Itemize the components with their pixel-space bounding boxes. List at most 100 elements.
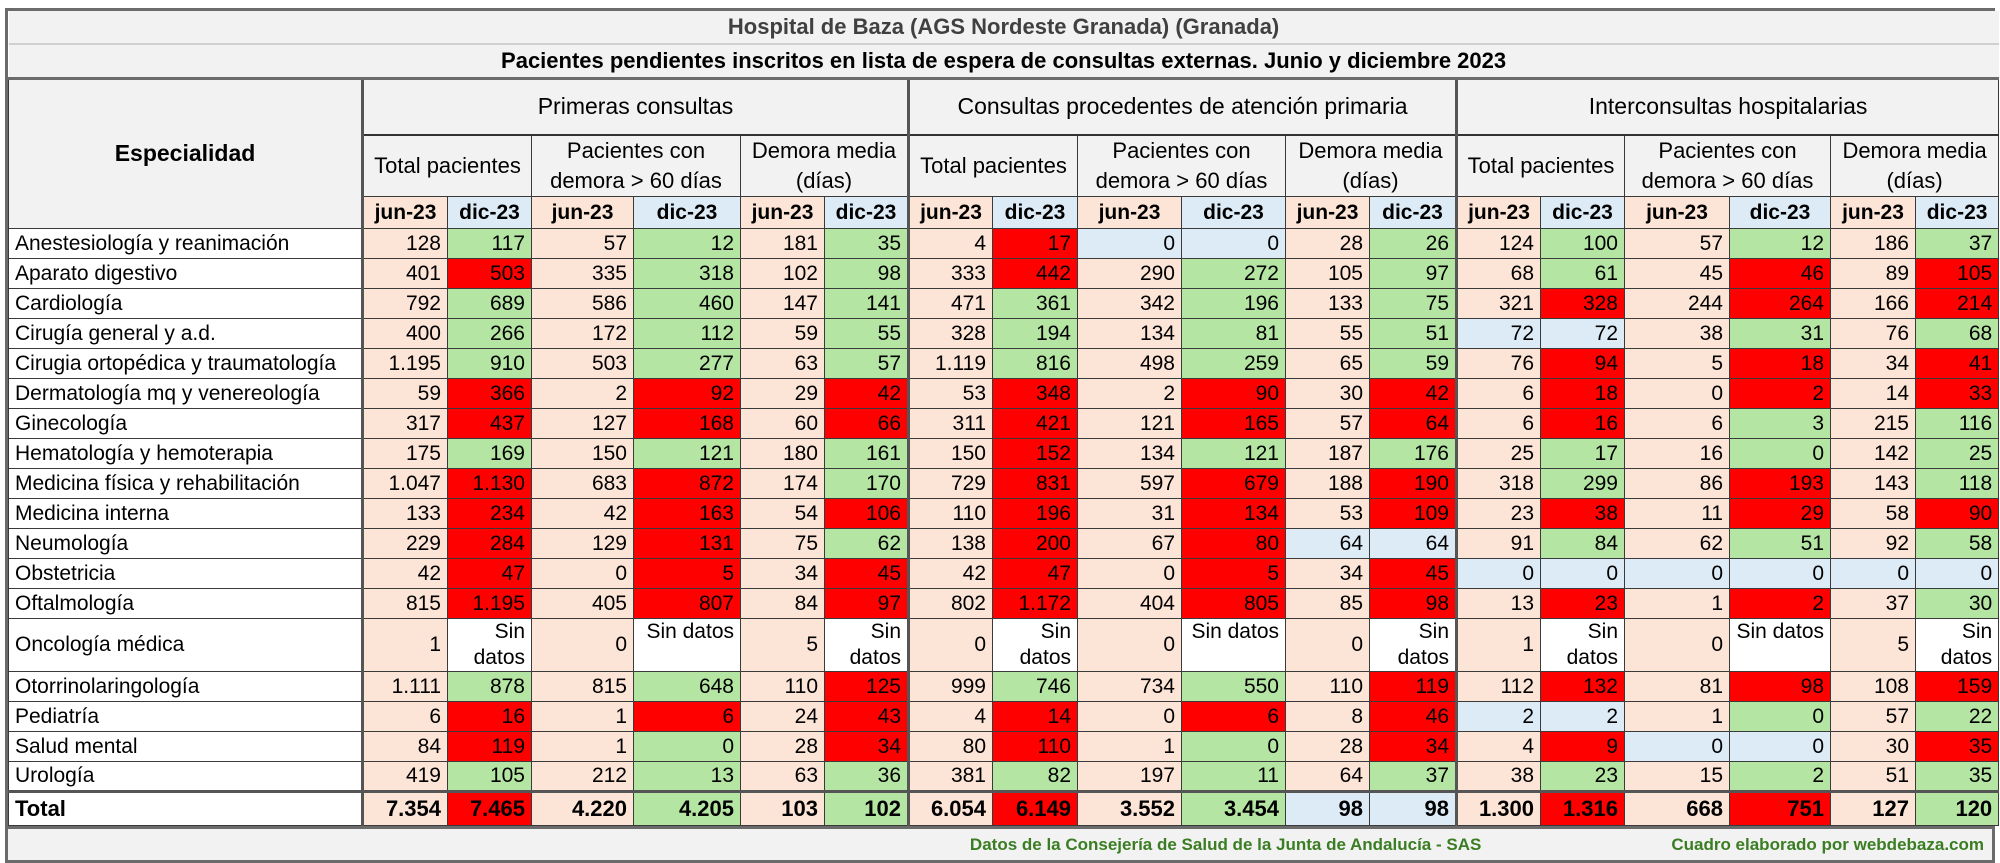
value-cell-dic: 57 [824,348,909,379]
value-cell-dic: 165 [1181,408,1286,439]
value-cell-dic: 97 [1369,258,1457,289]
value-cell-jun: 166 [1830,288,1916,319]
value-cell-dic: 117 [447,228,532,259]
value-cell-dic: 51 [1729,528,1831,559]
month-header: dic-23 [1369,196,1457,229]
month-header: dic-23 [1914,196,2000,229]
value-cell-dic: 2 [1540,701,1625,732]
value-cell-jun: 311 [907,408,993,439]
value-cell-jun: 84 [361,731,448,762]
value-cell-jun: 45 [1624,258,1730,289]
value-cell-jun: 215 [1830,408,1916,439]
value-cell-dic: 46 [1729,258,1831,289]
month-header: dic-23 [992,196,1078,229]
month-header: dic-23 [824,196,909,229]
value-cell-jun: 34 [740,558,825,589]
specialty-header: Especialidad [8,78,364,229]
value-cell-jun: 29 [740,378,825,409]
value-cell-dic: 1.172 [992,588,1078,619]
table-row: Medicina interna 133 234 42 163 54 106 110 196 31… [8,498,2000,529]
value-cell-jun: 197 [1077,761,1182,792]
value-cell-jun: 42 [907,558,993,589]
value-cell-jun: 24 [740,701,825,732]
value-cell-jun: 138 [907,528,993,559]
specialty-name: Ginecología [8,408,364,439]
specialty-name: Medicina física y rehabilitación [8,468,364,499]
value-cell-dic: 284 [447,528,532,559]
value-cell-dic: 6.149 [992,790,1078,826]
value-cell-jun: 63 [740,761,825,792]
value-cell-jun: 6 [1624,408,1730,439]
value-cell-jun: 59 [361,378,448,409]
metric-header: Pacientes con demora > 60 días [1624,134,1831,197]
value-cell-dic: 805 [1181,588,1286,619]
value-cell-jun: 143 [1830,468,1916,499]
value-cell-jun: 0 [1624,731,1730,762]
month-header: dic-23 [1540,196,1625,229]
value-cell-dic: 12 [1729,228,1831,259]
value-cell-jun: 318 [1455,468,1541,499]
value-cell-dic: 421 [992,408,1078,439]
value-cell-jun: 0 [1285,618,1370,672]
value-cell-dic: 176 [1369,438,1457,469]
value-cell-jun: 498 [1077,348,1182,379]
value-cell-jun: 321 [1455,288,1541,319]
value-cell-jun: 5 [1830,618,1916,672]
specialty-name: Pediatría [8,701,364,732]
value-cell-dic: 119 [447,731,532,762]
value-cell-dic: 0 [1729,438,1831,469]
value-cell-dic: 196 [992,498,1078,529]
month-header: dic-23 [1181,196,1286,229]
value-cell-jun: 6.054 [907,790,993,826]
value-cell-jun: 6 [361,701,448,732]
value-cell-jun: 1.047 [361,468,448,499]
value-cell-dic: 116 [1914,408,2000,439]
value-cell-jun: 683 [531,468,634,499]
value-cell-jun: 110 [907,498,993,529]
value-cell-jun: 734 [1077,671,1182,702]
value-cell-dic: 26 [1369,228,1457,259]
value-cell-dic: 82 [992,761,1078,792]
table-row: Obstetricia 42 47 0 5 34 45 42 47 0 5 34 45 0 0 0 0 0 0 [8,558,2000,589]
waiting-list-table-container: Hospital de Baza (AGS Nordeste Granada) … [5,8,2000,863]
value-cell-jun: 401 [361,258,448,289]
value-cell-dic: 878 [447,671,532,702]
value-cell-jun: 2 [1455,701,1541,732]
month-header: dic-23 [1729,196,1831,229]
metric-header: Total pacientes [1455,134,1625,197]
value-cell-jun: 31 [1077,498,1182,529]
value-cell-dic: 29 [1729,498,1831,529]
month-header: jun-23 [1624,196,1730,229]
value-cell-jun: 6 [1455,408,1541,439]
value-cell-jun: 212 [531,761,634,792]
value-cell-dic: 437 [447,408,532,439]
value-cell-jun: 62 [1624,528,1730,559]
value-cell-dic: 23 [1540,761,1625,792]
value-cell-dic: 98 [1369,790,1457,826]
value-cell-jun: 68 [1455,258,1541,289]
value-cell-dic: 13 [633,761,741,792]
value-cell-dic: 272 [1181,258,1286,289]
value-cell-jun: 0 [907,618,993,672]
total-row: Total 7.354 7.465 4.220 4.205 103 102 6.054 6.14… [8,790,2000,826]
value-cell-jun: 75 [740,528,825,559]
specialty-name: Cirugia ortopédica y traumatología [8,348,364,379]
table-row: Cirugia ortopédica y traumatología 1.195 9… [8,348,2000,379]
value-cell-dic: 84 [1540,528,1625,559]
specialty-name: Dermatología mq y venereología [8,378,364,409]
value-cell-dic: 200 [992,528,1078,559]
value-cell-jun: 127 [531,408,634,439]
value-cell-jun: 121 [1077,408,1182,439]
value-cell-jun: 4 [1455,731,1541,762]
value-cell-dic: 7.465 [447,790,532,826]
value-cell-jun: 28 [740,731,825,762]
value-cell-jun: 63 [740,348,825,379]
value-cell-dic: 190 [1369,468,1457,499]
value-cell-jun: 0 [1830,558,1916,589]
value-cell-dic: 120 [1914,790,2000,826]
value-cell-jun: 1.195 [361,348,448,379]
table-row: Ginecología 317 437 127 168 60 66 311 421 121 165 5… [8,408,2000,439]
value-cell-jun: 503 [531,348,634,379]
table-title: Hospital de Baza (AGS Nordeste Granada) … [8,11,1999,45]
value-cell-dic: Sin datos [1914,618,2000,672]
